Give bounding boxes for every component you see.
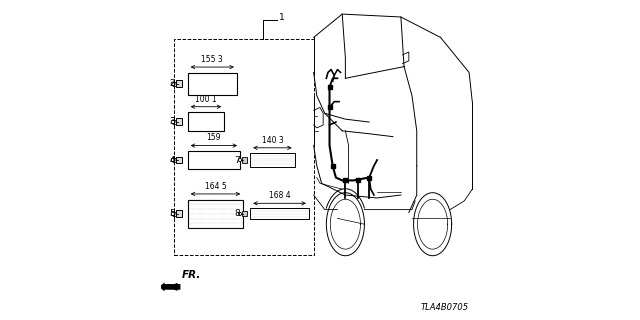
Bar xyxy=(250,208,309,220)
Bar xyxy=(176,80,182,87)
Circle shape xyxy=(172,120,175,124)
Bar xyxy=(176,118,182,125)
Bar xyxy=(176,156,182,164)
Text: FR.: FR. xyxy=(182,270,202,280)
Text: 140 3: 140 3 xyxy=(262,136,284,145)
Bar xyxy=(174,39,314,255)
Bar xyxy=(250,153,294,167)
Bar xyxy=(243,212,247,216)
Circle shape xyxy=(239,158,242,162)
Circle shape xyxy=(172,82,175,86)
Bar xyxy=(176,211,182,217)
Circle shape xyxy=(172,158,175,162)
Text: 2: 2 xyxy=(170,79,175,88)
Circle shape xyxy=(239,212,242,215)
Text: 100 1: 100 1 xyxy=(195,94,217,104)
Text: 168 4: 168 4 xyxy=(269,191,291,200)
Text: 3: 3 xyxy=(169,117,175,126)
Text: 155 3: 155 3 xyxy=(202,55,223,64)
Bar xyxy=(188,200,243,228)
Bar xyxy=(243,157,247,163)
Text: 5: 5 xyxy=(169,209,175,219)
Text: 1: 1 xyxy=(279,13,285,22)
Circle shape xyxy=(172,212,175,216)
FancyArrow shape xyxy=(159,283,180,291)
Bar xyxy=(188,151,240,169)
Bar xyxy=(188,73,237,95)
Text: 164 5: 164 5 xyxy=(205,182,227,191)
Text: 7: 7 xyxy=(234,156,240,164)
Text: TLA4B0705: TLA4B0705 xyxy=(421,303,469,312)
Text: 8: 8 xyxy=(234,209,240,219)
Text: 4: 4 xyxy=(170,156,175,164)
Bar xyxy=(188,112,224,132)
Text: 159: 159 xyxy=(207,133,221,142)
